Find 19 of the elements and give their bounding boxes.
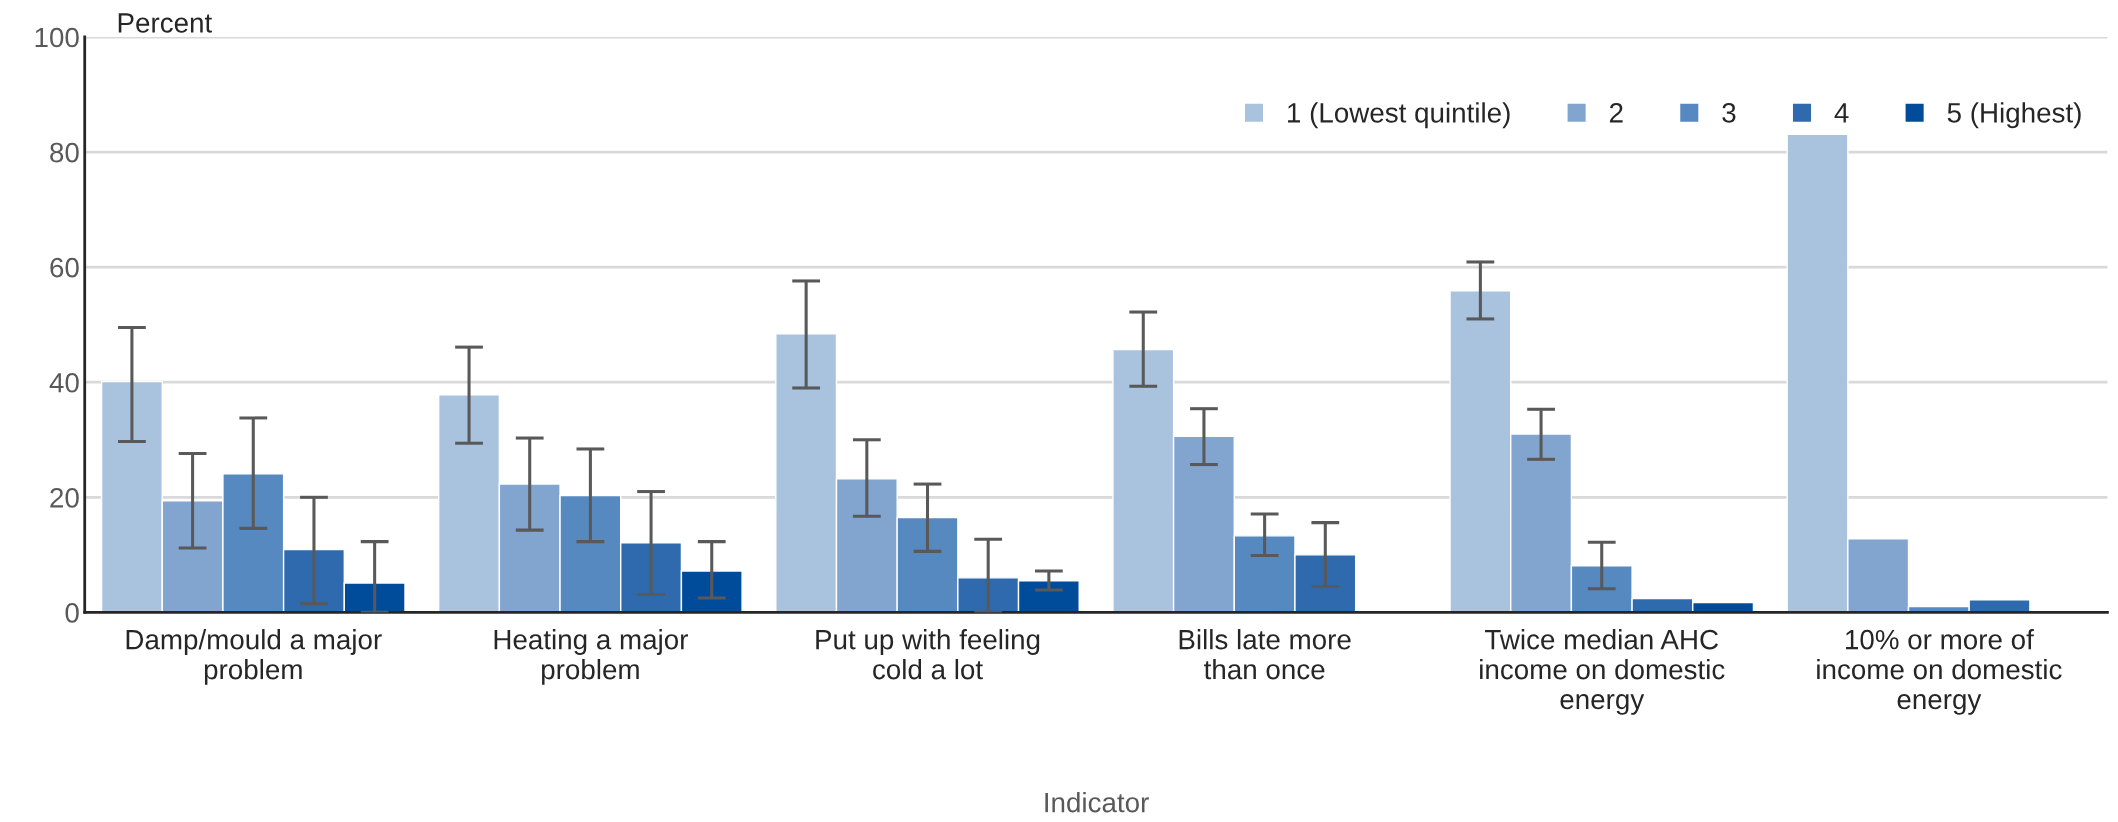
legend-label: 4 [1834, 103, 1849, 123]
y-tick-label: 60 [50, 257, 79, 278]
y-tick-label: 40 [49, 372, 79, 393]
x-tick-label: Twice median AHC income on domestic energy [1480, 629, 1725, 715]
x-tick-label: Bills late more than once [1179, 629, 1351, 680]
legend-label: 5 (Highest) [1947, 102, 2081, 129]
y-tick-label: 100 [35, 27, 79, 48]
x-tick-label: 10% or more of income on domestic energy [1817, 629, 2062, 715]
y-tick-label: 0 [65, 603, 79, 623]
x-tick-label: Put up with feeling cold a lot [816, 629, 1040, 680]
y-tick-label: 80 [50, 142, 79, 163]
x-tick-label: Damp/mould a major problem [126, 629, 382, 685]
x-tick-label: Heating a major problem [494, 629, 688, 685]
legend-label: 1 (Lowest quintile) [1288, 102, 1510, 129]
y-axis-title: Percent [118, 13, 213, 33]
x-axis-title: Indicator [1045, 792, 1149, 813]
legend-label: 3 [1722, 103, 1736, 123]
legend-label: 2 [1609, 103, 1623, 123]
y-tick-label: 20 [50, 487, 79, 508]
